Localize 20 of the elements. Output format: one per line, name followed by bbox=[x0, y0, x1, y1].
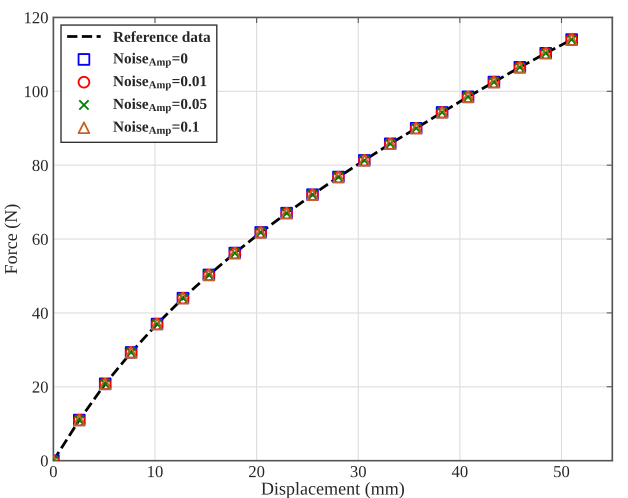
x-tick-label: 20 bbox=[249, 466, 264, 478]
x-axis-title: Displacement (mm) bbox=[261, 482, 404, 498]
y-tick-label: 0 bbox=[40, 455, 48, 467]
legend-label: Reference data bbox=[113, 31, 210, 42]
y-tick-label: 20 bbox=[32, 381, 48, 393]
x-tick-label: 0 bbox=[50, 466, 57, 478]
legend-label: Noise$_{Amp}$=0.05 bbox=[113, 98, 207, 114]
x-tick-label: 40 bbox=[452, 466, 468, 478]
legend-label: Noise$_{Amp}$=0.1 bbox=[113, 121, 199, 136]
x-tick-label: 10 bbox=[148, 466, 163, 478]
y-tick-label: 100 bbox=[24, 86, 48, 98]
x-tick-label: 30 bbox=[350, 466, 366, 478]
y-axis-title: Force (N) bbox=[4, 204, 21, 274]
y-tick-label: 80 bbox=[32, 160, 48, 172]
legend-label: Noise$_{Amp}$=0.01 bbox=[113, 76, 206, 91]
y-tick-label: 60 bbox=[32, 234, 48, 245]
legend-label: Noise$_{Amp}$=0 bbox=[113, 52, 188, 68]
y-tick-label: 120 bbox=[24, 12, 48, 24]
y-tick-label: 40 bbox=[32, 308, 48, 319]
x-tick-label: 50 bbox=[554, 466, 570, 478]
